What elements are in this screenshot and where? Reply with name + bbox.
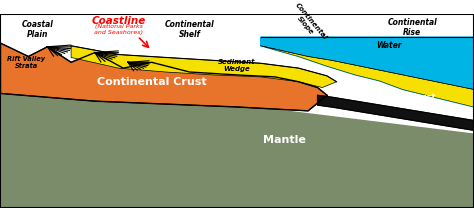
Polygon shape <box>261 37 474 107</box>
Text: Continental
Rise: Continental Rise <box>388 18 437 37</box>
Text: Sediment
Wedge: Sediment Wedge <box>218 59 256 72</box>
Text: Mantle: Mantle <box>263 135 306 145</box>
Polygon shape <box>71 46 337 88</box>
Text: Oceanic Crust: Oceanic Crust <box>370 93 436 102</box>
Text: Continental
Slope: Continental Slope <box>288 2 328 45</box>
Text: Rift Valley
Strata: Rift Valley Strata <box>7 56 45 69</box>
Polygon shape <box>0 43 327 111</box>
Text: (National Parks
and Seashores): (National Parks and Seashores) <box>94 24 143 35</box>
Polygon shape <box>318 95 474 130</box>
Text: Continental Crust: Continental Crust <box>97 77 207 87</box>
Text: Water: Water <box>376 41 401 50</box>
Text: Coastline: Coastline <box>91 16 146 26</box>
Text: Coastal
Plain: Coastal Plain <box>22 20 54 39</box>
Polygon shape <box>0 88 474 208</box>
Polygon shape <box>261 46 474 107</box>
Text: Continental
Shelf: Continental Shelf <box>165 20 214 39</box>
